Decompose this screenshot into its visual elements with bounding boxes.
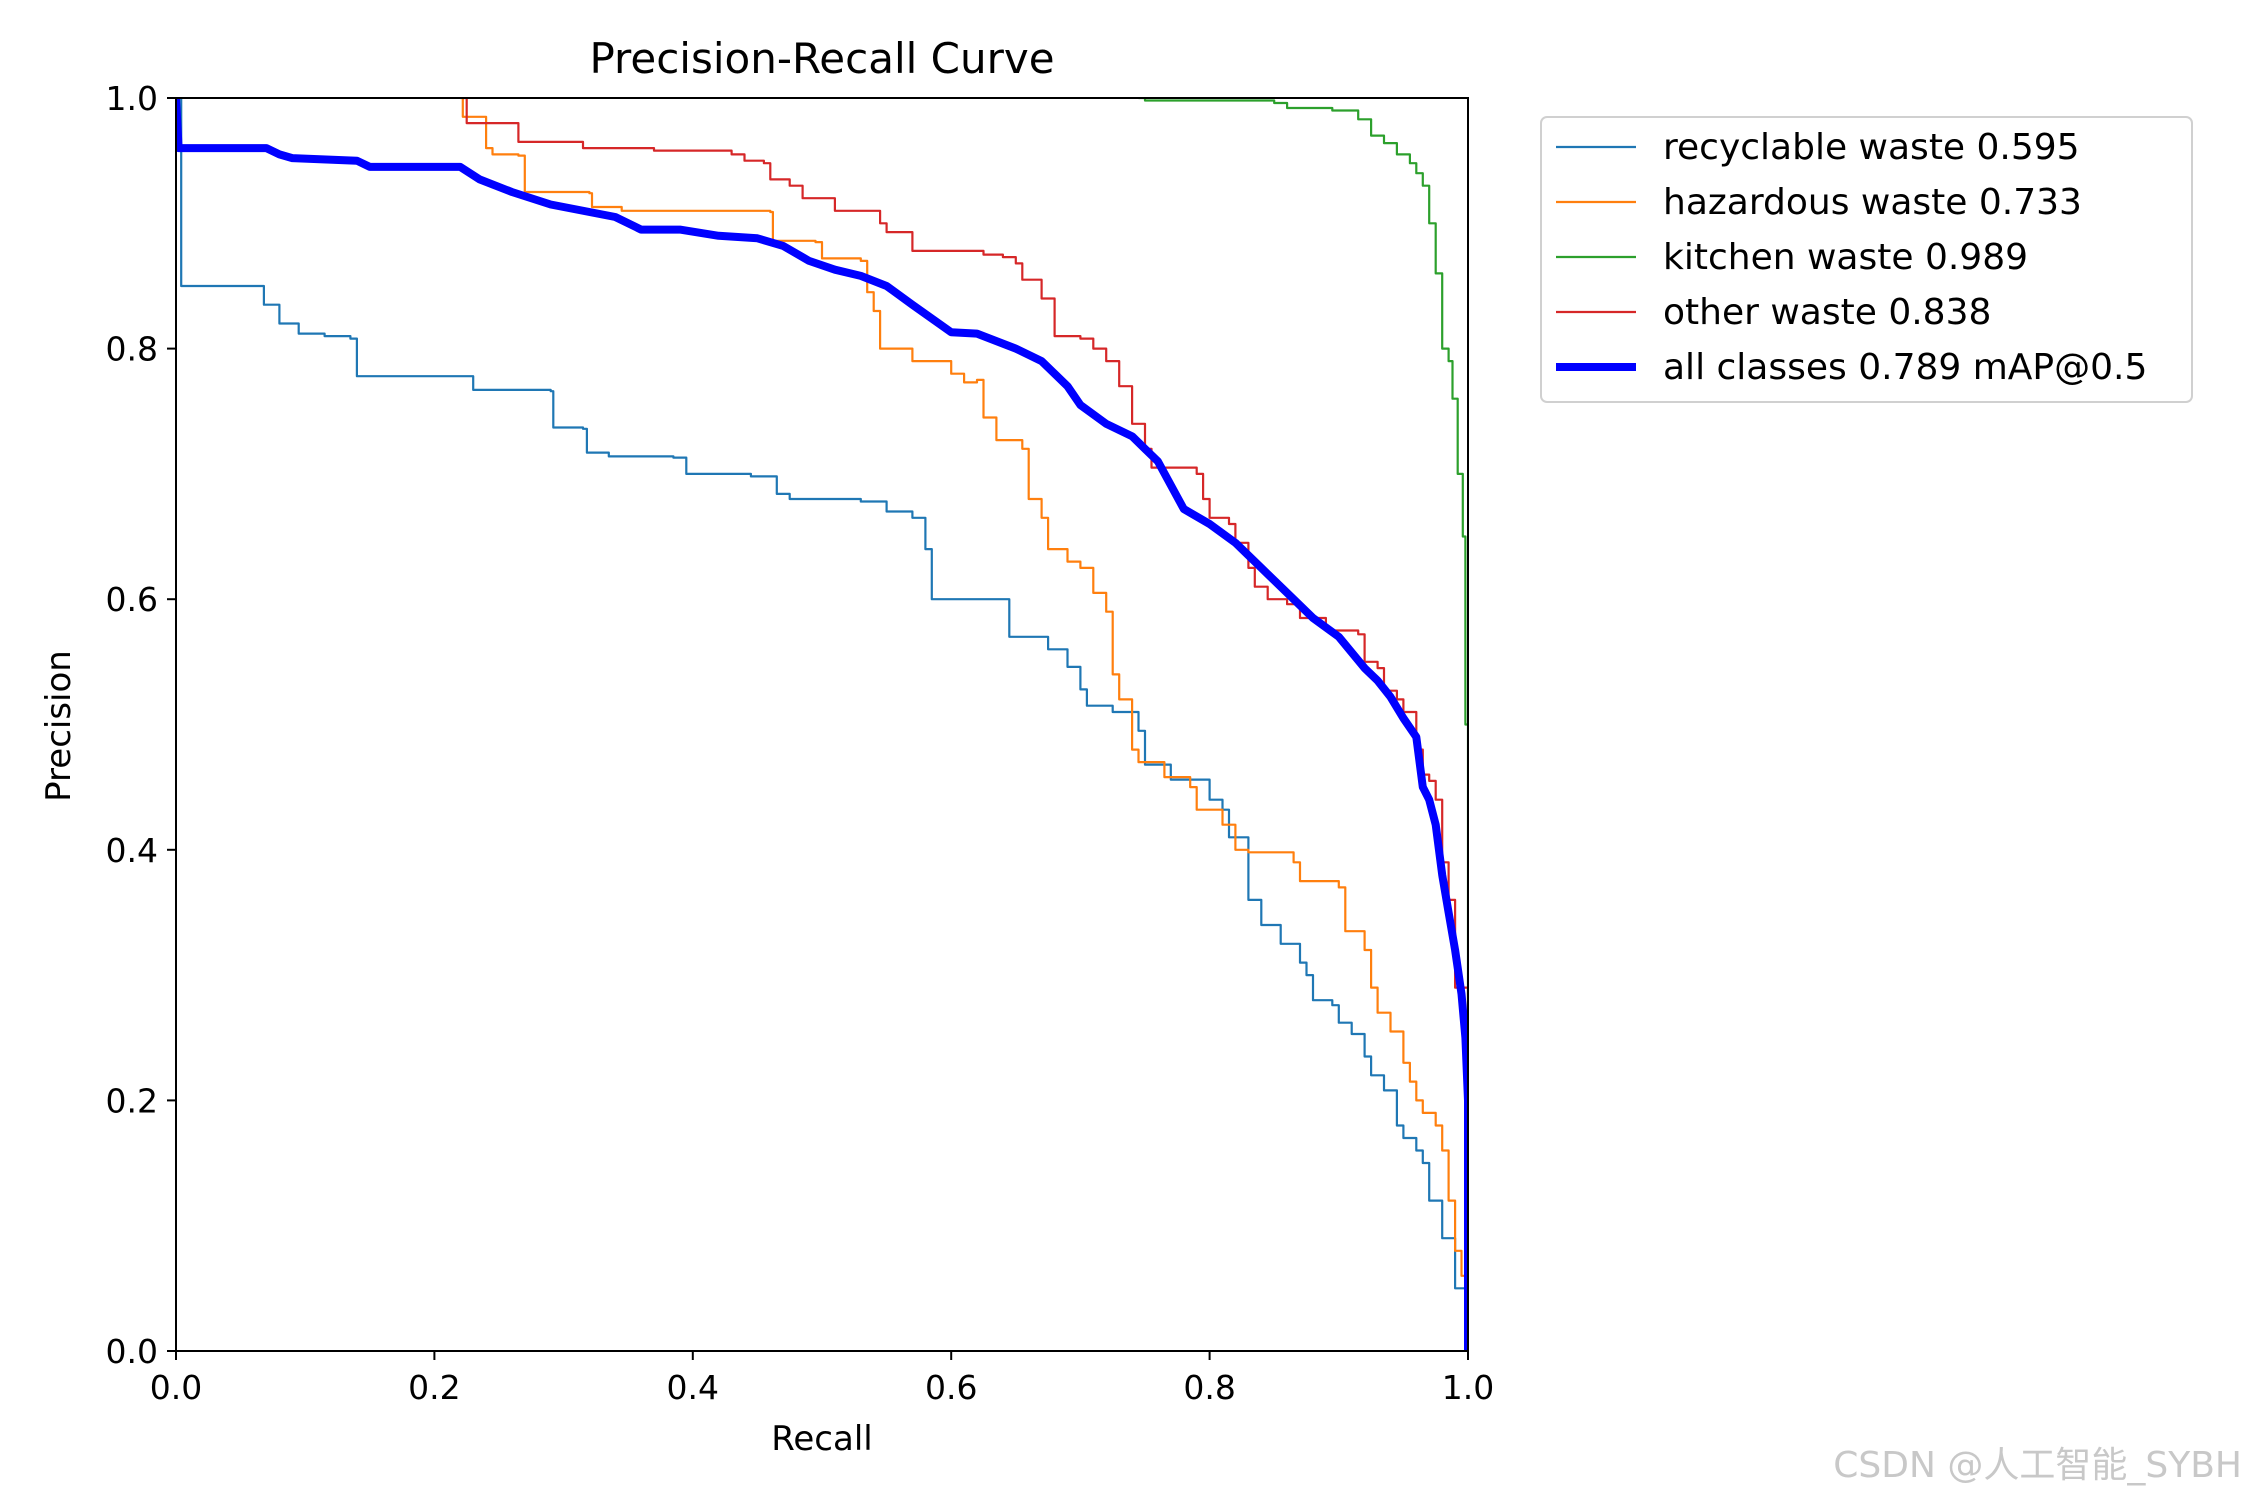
y-axis-label: Precision — [39, 650, 79, 802]
series-line-all-classes — [176, 98, 1468, 1351]
legend: recyclable waste 0.595 hazardous waste 0.… — [1540, 116, 2193, 403]
series-layer — [176, 98, 1468, 1351]
plot-frame — [175, 97, 1469, 1352]
plot-area — [175, 97, 1469, 1352]
y-tick-label: 0.0 — [106, 1332, 158, 1371]
series-line-recyclable-waste — [176, 98, 1468, 1351]
x-tick-label: 0.6 — [925, 1368, 977, 1407]
x-tick-label: 0.2 — [408, 1368, 460, 1407]
y-tick-label: 0.2 — [106, 1081, 158, 1120]
legend-label: recyclable waste 0.595 — [1663, 127, 2080, 168]
legend-frame — [1540, 116, 2193, 403]
y-axis: 0.0 0.2 0.4 0.6 0.8 1.0 — [106, 79, 176, 1371]
x-axis-label: Recall — [771, 1419, 872, 1459]
y-tick-label: 1.0 — [106, 79, 158, 118]
plot-background — [176, 98, 1468, 1351]
x-tick-label: 1.0 — [1442, 1368, 1494, 1407]
y-tick-label: 0.6 — [106, 580, 158, 619]
x-tick-label: 0.0 — [150, 1368, 202, 1407]
y-tick-label: 0.8 — [106, 330, 158, 369]
series-line-kitchen-waste — [1138, 98, 1468, 1351]
x-tick-label: 0.8 — [1183, 1368, 1235, 1407]
chart-title: Precision-Recall Curve — [589, 34, 1054, 83]
x-tick-label: 0.4 — [667, 1368, 719, 1407]
watermark-text: CSDN @人工智能_SYBH — [1833, 1445, 2242, 1486]
legend-label: hazardous waste 0.733 — [1663, 182, 2082, 223]
x-axis: 0.0 0.2 0.4 0.6 0.8 1.0 — [150, 1351, 1494, 1407]
series-line-hazardous-waste — [460, 98, 1468, 1351]
legend-items: recyclable waste 0.595 hazardous waste 0.… — [1556, 127, 2147, 388]
legend-label: other waste 0.838 — [1663, 292, 1991, 333]
y-tick-label: 0.4 — [106, 831, 158, 870]
legend-label: all classes 0.789 mAP@0.5 — [1663, 347, 2147, 388]
legend-label: kitchen waste 0.989 — [1663, 237, 2028, 278]
